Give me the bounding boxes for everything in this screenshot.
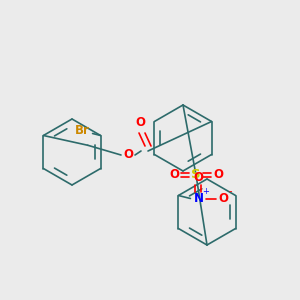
Text: O: O (218, 192, 228, 205)
Text: O: O (194, 171, 203, 184)
Text: Br: Br (75, 124, 90, 137)
Text: S: S (191, 169, 201, 182)
Text: O: O (213, 169, 223, 182)
Text: O: O (123, 148, 133, 161)
Text: N: N (194, 192, 203, 205)
Text: O: O (169, 169, 179, 182)
Text: -: - (229, 187, 232, 196)
Text: +: + (202, 187, 209, 196)
Text: O: O (135, 116, 145, 130)
